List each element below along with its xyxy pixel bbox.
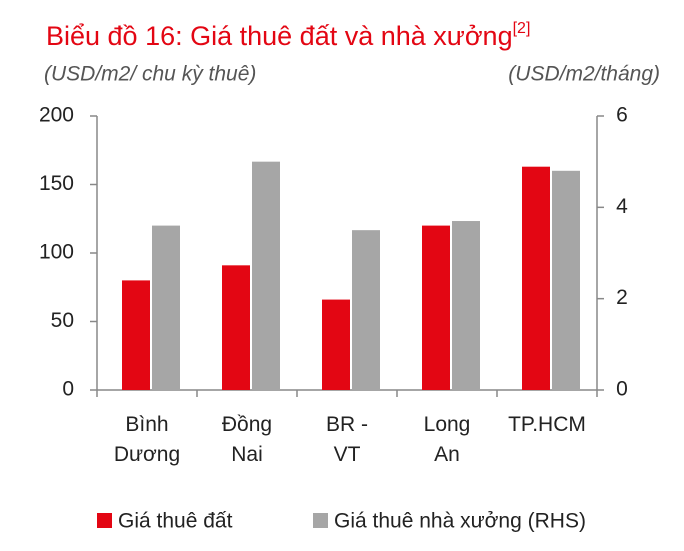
title-note: [2] — [513, 20, 531, 37]
y2-tick-label: 2 — [616, 286, 628, 309]
bar — [322, 299, 350, 390]
bar — [122, 280, 150, 390]
bar — [422, 225, 450, 390]
legend-label: Giá thuê đất — [118, 510, 233, 533]
y-axis-label: (USD/m2/ chu kỳ thuê) — [44, 63, 256, 86]
y2-axis-label: (USD/m2/tháng) — [508, 63, 660, 86]
y2-tick-label: 4 — [616, 195, 628, 218]
bar — [352, 230, 380, 390]
legend-swatch — [313, 513, 328, 528]
legend-label: Giá thuê nhà xưởng (RHS) — [334, 510, 586, 533]
legend-swatch — [97, 513, 112, 528]
bar — [152, 225, 180, 390]
y-tick-label: 100 — [39, 241, 74, 264]
x-tick-label: BR - VT — [326, 413, 368, 466]
title-text: Biểu đồ 16: Giá thuê đất và nhà xưởng — [46, 21, 513, 51]
y-tick-label: 150 — [39, 172, 74, 195]
x-tick-label: Đồng Nai — [221, 413, 273, 466]
x-tick-label: Long An — [423, 413, 471, 466]
chart-title: Biểu đồ 16: Giá thuê đất và nhà xưởng[2] — [46, 20, 530, 51]
y-tick-label: 200 — [39, 104, 74, 127]
y-tick-label: 0 — [62, 378, 74, 401]
x-tick-label: TP.HCM — [508, 413, 586, 436]
y-tick-label: 50 — [51, 309, 74, 332]
bar — [452, 221, 480, 390]
bar — [222, 265, 250, 390]
bar — [522, 166, 550, 390]
bar — [552, 170, 580, 390]
x-tick-label: Bình Dương — [113, 413, 181, 466]
bar — [252, 161, 280, 390]
y2-tick-label: 6 — [616, 104, 628, 127]
y2-tick-label: 0 — [616, 378, 628, 401]
